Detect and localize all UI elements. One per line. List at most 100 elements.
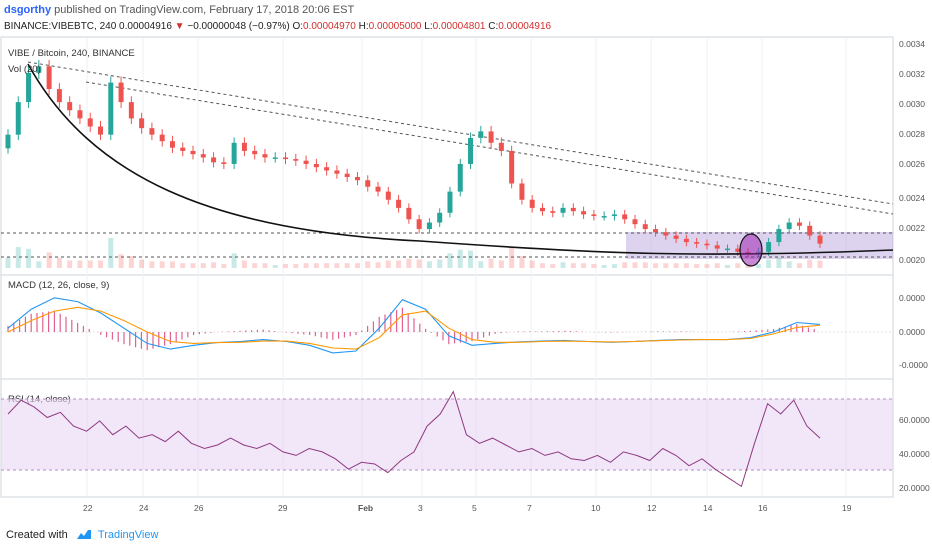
highlight-ellipse[interactable] <box>739 233 763 267</box>
volume-bar-23 <box>241 260 247 268</box>
candle-body-42[interactable] <box>437 212 443 223</box>
candle-body-64[interactable] <box>663 232 669 236</box>
candle-body-30[interactable] <box>313 163 319 168</box>
candle-body-57[interactable] <box>591 214 597 217</box>
candle-body-18[interactable] <box>190 150 196 155</box>
candle-body-62[interactable] <box>642 224 648 230</box>
candle-body-77[interactable] <box>796 222 802 226</box>
candle-body-41[interactable] <box>426 222 432 230</box>
candle-body-27[interactable] <box>283 157 289 160</box>
symbol-label: BINANCE:VIBEBTC, 240 <box>4 21 117 32</box>
candle-body-55[interactable] <box>570 207 576 212</box>
candle-body-59[interactable] <box>611 214 617 217</box>
candle-body-20[interactable] <box>211 157 217 163</box>
volume-bar-31 <box>324 263 330 268</box>
candle-body-25[interactable] <box>262 154 268 158</box>
candle-body-47[interactable] <box>488 131 494 143</box>
candle-body-23[interactable] <box>241 142 247 151</box>
candle-body-11[interactable] <box>118 82 124 103</box>
candle-body-40[interactable] <box>416 219 422 230</box>
candle-body-4[interactable] <box>46 66 52 90</box>
low-value: 0.00004801 <box>432 21 486 32</box>
candle-body-24[interactable] <box>252 150 258 155</box>
candle-body-0[interactable] <box>5 134 11 149</box>
candle-body-52[interactable] <box>539 207 545 212</box>
candle-body-61[interactable] <box>632 219 638 225</box>
candle-body-21[interactable] <box>221 162 227 164</box>
candle-body-31[interactable] <box>324 167 330 171</box>
candle-body-36[interactable] <box>375 186 381 192</box>
candle-body-69[interactable] <box>714 245 720 249</box>
candle-body-16[interactable] <box>169 141 175 148</box>
candle-body-56[interactable] <box>581 211 587 215</box>
candle-body-15[interactable] <box>159 134 165 142</box>
candle-body-37[interactable] <box>385 191 391 200</box>
candle-body-33[interactable] <box>344 173 350 177</box>
candle-body-66[interactable] <box>683 238 689 243</box>
candle-body-5[interactable] <box>56 89 62 103</box>
candle-body-19[interactable] <box>200 154 206 158</box>
candle-body-79[interactable] <box>817 235 823 244</box>
volume-bar-34 <box>354 263 360 268</box>
trendline-upper[interactable] <box>27 61 894 205</box>
candle-body-34[interactable] <box>354 176 360 181</box>
rsi-line[interactable] <box>7 390 821 488</box>
candle-body-12[interactable] <box>128 102 134 119</box>
candle-body-28[interactable] <box>293 159 299 161</box>
candle-body-9[interactable] <box>98 126 104 135</box>
candle-body-35[interactable] <box>365 180 371 187</box>
candle-body-46[interactable] <box>478 131 484 138</box>
candle-body-22[interactable] <box>231 142 237 164</box>
candle-body-45[interactable] <box>468 137 474 164</box>
author-link[interactable]: dsgorthy <box>4 4 52 16</box>
candle-body-48[interactable] <box>498 142 504 151</box>
candle-body-6[interactable] <box>67 102 73 111</box>
trendline-lower[interactable] <box>85 81 894 215</box>
candle-body-3[interactable] <box>36 66 42 73</box>
candle-body-32[interactable] <box>334 170 340 174</box>
candle-body-7[interactable] <box>77 110 83 119</box>
candle-body-26[interactable] <box>272 157 278 159</box>
candle-body-65[interactable] <box>673 235 679 239</box>
candle-body-17[interactable] <box>180 147 186 151</box>
volume-bar-46 <box>478 261 484 268</box>
candle-body-38[interactable] <box>396 199 402 208</box>
volume-bar-56 <box>581 263 587 268</box>
volume-bar-40 <box>416 259 422 268</box>
candle-body-76[interactable] <box>786 222 792 230</box>
candle-body-50[interactable] <box>519 183 525 200</box>
chart-area[interactable]: VIBE / Bitcoin, 240, BINANCE Vol (20) MA… <box>0 36 932 516</box>
candle-body-78[interactable] <box>807 225 813 236</box>
candle-body-74[interactable] <box>766 242 772 252</box>
tradingview-link[interactable]: TradingView <box>97 529 159 541</box>
publish-info: dsgorthy published on TradingView.com, F… <box>4 4 354 16</box>
time-tick-16: 16 <box>758 503 768 513</box>
close-value: 0.00004916 <box>498 21 552 32</box>
candle-body-2[interactable] <box>26 72 32 103</box>
chart-svg[interactable]: VIBE / Bitcoin, 240, BINANCE Vol (20) MA… <box>0 36 932 516</box>
candle-body-58[interactable] <box>601 216 607 218</box>
candle-body-51[interactable] <box>529 199 535 208</box>
candle-body-8[interactable] <box>87 118 93 127</box>
candle-body-67[interactable] <box>694 242 700 244</box>
candle-body-70[interactable] <box>724 248 730 251</box>
candle-body-10[interactable] <box>108 82 114 135</box>
candle-body-60[interactable] <box>622 214 628 220</box>
open-label: O: <box>292 21 304 32</box>
candle-body-1[interactable] <box>15 102 21 135</box>
candle-body-71[interactable] <box>735 248 741 252</box>
candle-body-63[interactable] <box>653 229 659 233</box>
signal-line[interactable] <box>7 306 821 350</box>
candle-body-44[interactable] <box>457 163 463 192</box>
candle-body-43[interactable] <box>447 191 453 213</box>
candle-body-13[interactable] <box>139 118 145 129</box>
candle-body-54[interactable] <box>560 207 566 213</box>
decay-curve[interactable] <box>27 63 894 255</box>
candle-body-29[interactable] <box>303 160 309 164</box>
candle-body-53[interactable] <box>550 211 556 213</box>
candle-body-68[interactable] <box>704 243 710 246</box>
candle-body-14[interactable] <box>149 128 155 135</box>
candle-body-75[interactable] <box>776 229 782 243</box>
candle-body-49[interactable] <box>509 150 515 184</box>
candle-body-39[interactable] <box>406 207 412 220</box>
